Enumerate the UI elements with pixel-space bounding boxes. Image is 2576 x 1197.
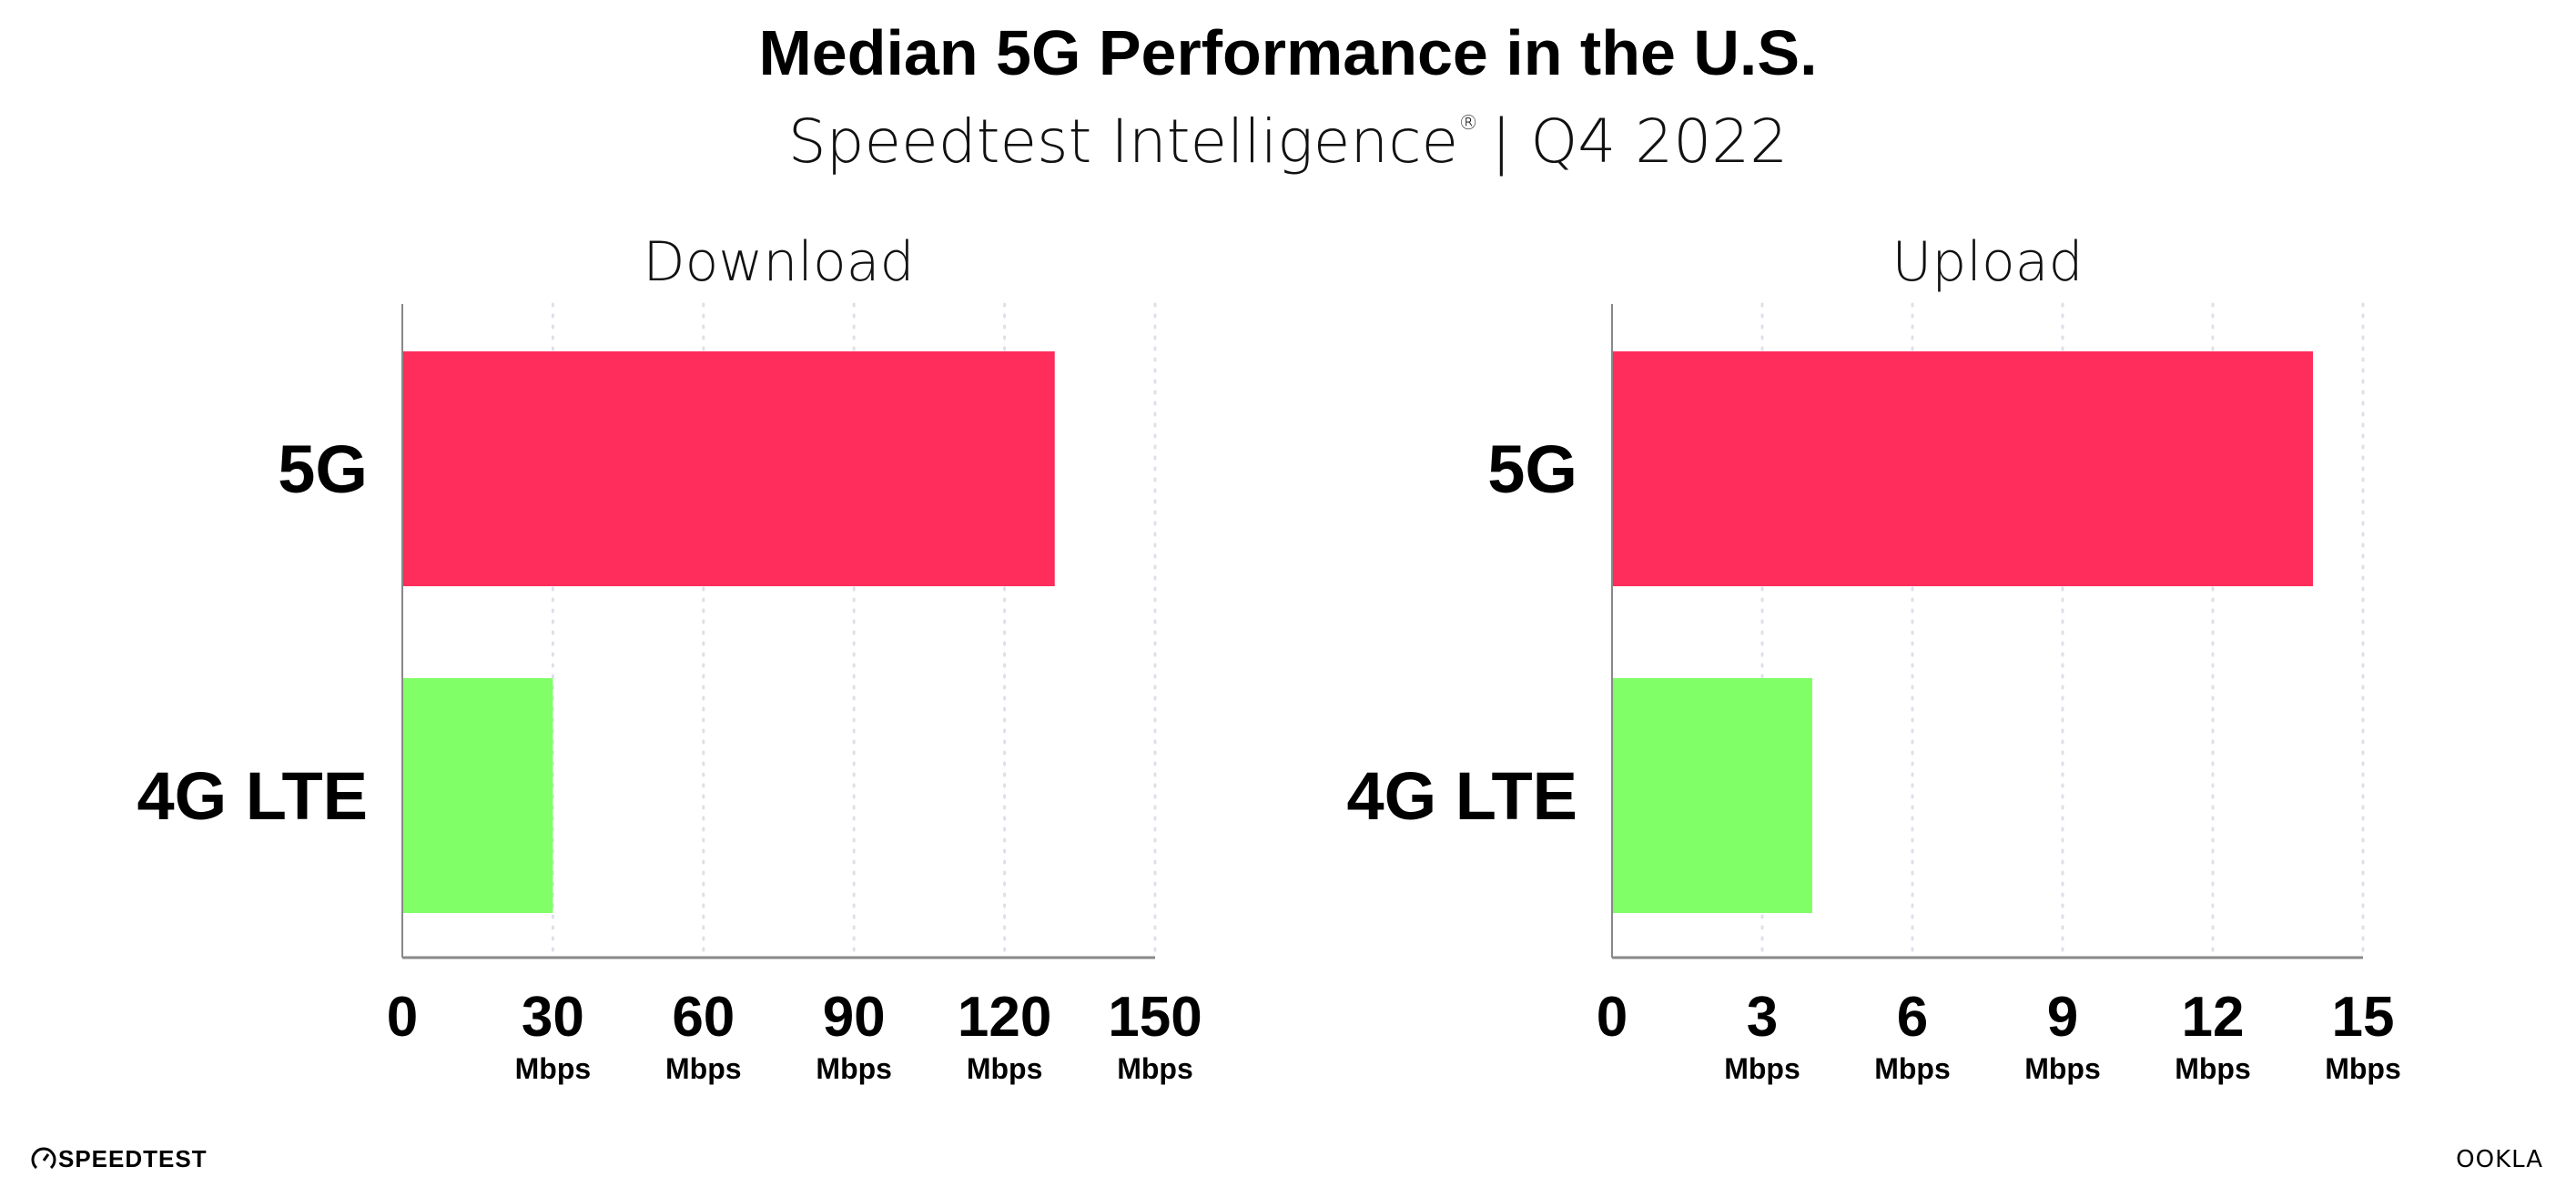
category-label: 5G (1487, 431, 1577, 507)
x-tick-label: 0 (1597, 986, 1628, 1049)
x-tick-unit: Mbps (1874, 1052, 1951, 1085)
x-tick-label: 120 (958, 986, 1051, 1049)
x-tick-label: 9 (2047, 986, 2078, 1049)
x-tick-label: 0 (387, 986, 418, 1049)
bar-5g (402, 351, 1055, 586)
subtitle-text: Speedtest Intelligence (788, 107, 1458, 177)
x-tick-label: 12 (2182, 986, 2245, 1049)
x-tick-label: 150 (1108, 986, 1202, 1049)
x-tick-label: 15 (2332, 986, 2395, 1049)
x-tick-unit: Mbps (816, 1052, 892, 1085)
x-tick-unit: Mbps (1724, 1052, 1800, 1085)
registered-mark: ® (1458, 112, 1478, 135)
x-tick-unit: Mbps (1117, 1052, 1193, 1085)
chart-subtitle: Speedtest Intelligence® | Q4 2022 (788, 107, 1788, 177)
x-tick-label: 90 (823, 986, 886, 1049)
ookla-logo: OOKLA (2456, 1146, 2543, 1173)
x-tick-unit: Mbps (967, 1052, 1043, 1085)
x-tick-unit: Mbps (2024, 1052, 2101, 1085)
x-tick-unit: Mbps (2325, 1052, 2401, 1085)
chart-title: Median 5G Performance in the U.S. (758, 17, 1817, 88)
gauge-icon (31, 1147, 56, 1170)
bar-5g (1612, 351, 2313, 586)
upload-panel-title: Upload (1891, 230, 2083, 294)
subtitle-suffix: | Q4 2022 (1491, 107, 1788, 177)
x-tick-label: 60 (672, 986, 735, 1049)
x-tick-unit: Mbps (2175, 1052, 2251, 1085)
category-label: 5G (278, 431, 368, 507)
x-tick-unit: Mbps (515, 1052, 592, 1085)
speedtest-logo-text: SPEEDTEST (58, 1145, 208, 1172)
speedtest-logo: SPEEDTEST (31, 1145, 208, 1172)
x-tick-label: 6 (1897, 986, 1928, 1049)
x-tick-label: 30 (522, 986, 584, 1049)
download-panel-title: Download (643, 230, 914, 294)
category-label: 4G LTE (137, 758, 368, 834)
x-tick-label: 3 (1747, 986, 1778, 1049)
bar-4g-lte (402, 678, 553, 913)
bar-4g-lte (1612, 678, 1812, 913)
category-label: 4G LTE (1346, 758, 1577, 834)
x-tick-unit: Mbps (665, 1052, 742, 1085)
